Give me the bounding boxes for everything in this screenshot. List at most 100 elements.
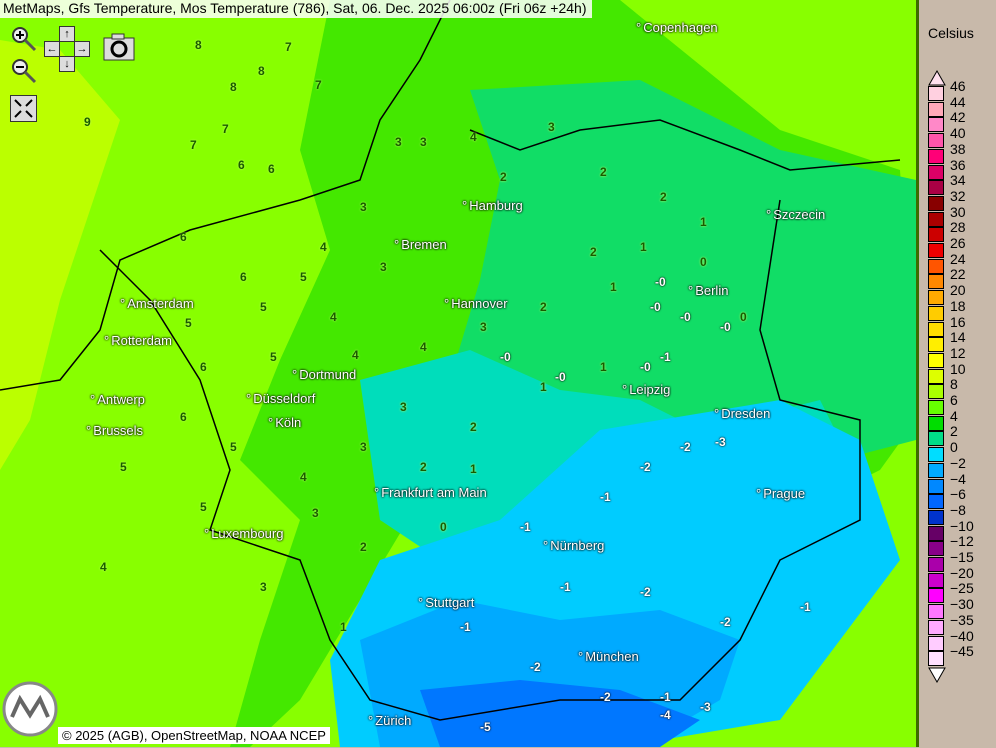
station-value: 5 — [230, 440, 237, 454]
legend-label: 46 — [950, 78, 966, 94]
legend-swatch — [928, 604, 944, 620]
station-value: 2 — [420, 460, 427, 474]
city-label: München — [578, 649, 638, 664]
legend-label: 42 — [950, 109, 966, 126]
legend-label: 32 — [950, 187, 966, 204]
station-value: 4 — [470, 130, 477, 144]
legend-swatch — [928, 195, 944, 211]
station-value: -5 — [480, 720, 491, 734]
fullscreen-button[interactable] — [10, 95, 37, 127]
legend-swatch — [928, 321, 944, 337]
legend-max-arrow — [928, 70, 946, 86]
station-value: -1 — [660, 350, 671, 364]
legend-label: 18 — [950, 297, 966, 314]
coastline — [0, 0, 901, 391]
legend-swatch — [928, 431, 944, 447]
station-value: 5 — [200, 500, 207, 514]
station-value: -0 — [680, 310, 691, 324]
station-value: 1 — [640, 240, 647, 254]
station-value: 1 — [700, 215, 707, 229]
pan-control: ↑ ← → ↓ — [44, 26, 90, 72]
legend-swatch — [928, 588, 944, 604]
city-label: Antwerp — [90, 392, 145, 407]
zoom-in-button[interactable] — [10, 25, 38, 58]
city-label: Bremen — [394, 237, 447, 252]
station-value: 9 — [84, 115, 91, 129]
station-value: -1 — [800, 600, 811, 614]
station-value: 3 — [360, 200, 367, 214]
zoom-out-button[interactable] — [10, 57, 38, 90]
station-value: 8 — [258, 64, 265, 78]
station-value: -1 — [520, 520, 531, 534]
zoom-out-icon — [12, 59, 37, 84]
legend-swatch — [928, 541, 944, 557]
legend-swatch — [928, 274, 944, 290]
station-value: 5 — [260, 300, 267, 314]
legend-swatch — [928, 337, 944, 353]
station-value: 2 — [600, 165, 607, 179]
station-value: 3 — [360, 440, 367, 454]
zone-warm-west — [0, 40, 120, 470]
pan-down-button[interactable]: ↓ — [59, 56, 75, 72]
legend-label: −20 — [950, 564, 974, 581]
station-value: 5 — [300, 270, 307, 284]
station-value: 4 — [300, 470, 307, 484]
station-value: -3 — [715, 435, 726, 449]
metmaps-logo — [2, 681, 58, 743]
camera-icon — [103, 33, 135, 61]
legend-label: 14 — [950, 329, 966, 346]
station-value: 5 — [185, 316, 192, 330]
city-label: Nürnberg — [543, 538, 604, 553]
station-value: -4 — [660, 708, 671, 722]
station-value: 4 — [352, 348, 359, 362]
city-label: Berlin — [688, 283, 728, 298]
station-value: 3 — [480, 320, 487, 334]
city-label: Amsterdam — [120, 296, 193, 311]
station-value: 6 — [268, 162, 275, 176]
pan-right-button[interactable]: → — [74, 41, 90, 57]
copyright-text: © 2025 (AGB), OpenStreetMap, NOAA NCEP — [58, 727, 330, 744]
legend-label: −12 — [950, 533, 974, 550]
station-value: -2 — [720, 615, 731, 629]
legend-swatch — [928, 352, 944, 368]
pan-up-button[interactable]: ↑ — [59, 26, 75, 42]
station-value: -2 — [640, 585, 651, 599]
station-value: -0 — [640, 360, 651, 374]
legend-swatch — [928, 243, 944, 258]
station-value: -0 — [555, 370, 566, 384]
legend-swatch — [928, 384, 944, 400]
legend-label: 22 — [950, 266, 966, 283]
legend-swatch — [928, 447, 944, 463]
legend-swatch — [928, 211, 944, 227]
pan-left-button[interactable]: ← — [44, 41, 60, 57]
legend-swatch — [928, 368, 944, 384]
legend-swatch — [928, 117, 944, 133]
station-value: 3 — [260, 580, 267, 594]
legend-label: −15 — [950, 549, 974, 565]
map-title: MetMaps, Gfs Temperature, Mos Temperatur… — [0, 0, 593, 18]
station-value: 1 — [340, 620, 347, 634]
station-value: -1 — [660, 690, 671, 704]
legend-label: −6 — [950, 486, 966, 503]
city-label: Brussels — [86, 423, 143, 438]
legend-label: 30 — [950, 203, 966, 220]
station-value: -2 — [530, 660, 541, 674]
map-canvas[interactable]: Copenhagen Hamburg Bremen Szczecin Amsterdam… — [0, 0, 916, 747]
station-value: 4 — [100, 560, 107, 574]
legend-swatch — [928, 290, 944, 306]
station-value: 4 — [320, 240, 327, 254]
station-value: 1 — [470, 462, 477, 476]
city-label: Frankfurt am Main — [374, 485, 486, 500]
legend-label: 26 — [950, 235, 966, 251]
city-label: Stuttgart — [418, 595, 474, 610]
legend-swatch — [928, 619, 944, 635]
legend-label: 24 — [950, 250, 966, 267]
station-value: 2 — [360, 540, 367, 554]
station-value: 1 — [610, 280, 617, 294]
station-value: -0 — [720, 320, 731, 334]
station-value: 0 — [440, 520, 447, 534]
legend-label: 2 — [950, 423, 958, 440]
snapshot-button[interactable] — [103, 33, 135, 66]
city-label: Copenhagen — [636, 20, 717, 35]
legend-swatch — [928, 415, 944, 431]
